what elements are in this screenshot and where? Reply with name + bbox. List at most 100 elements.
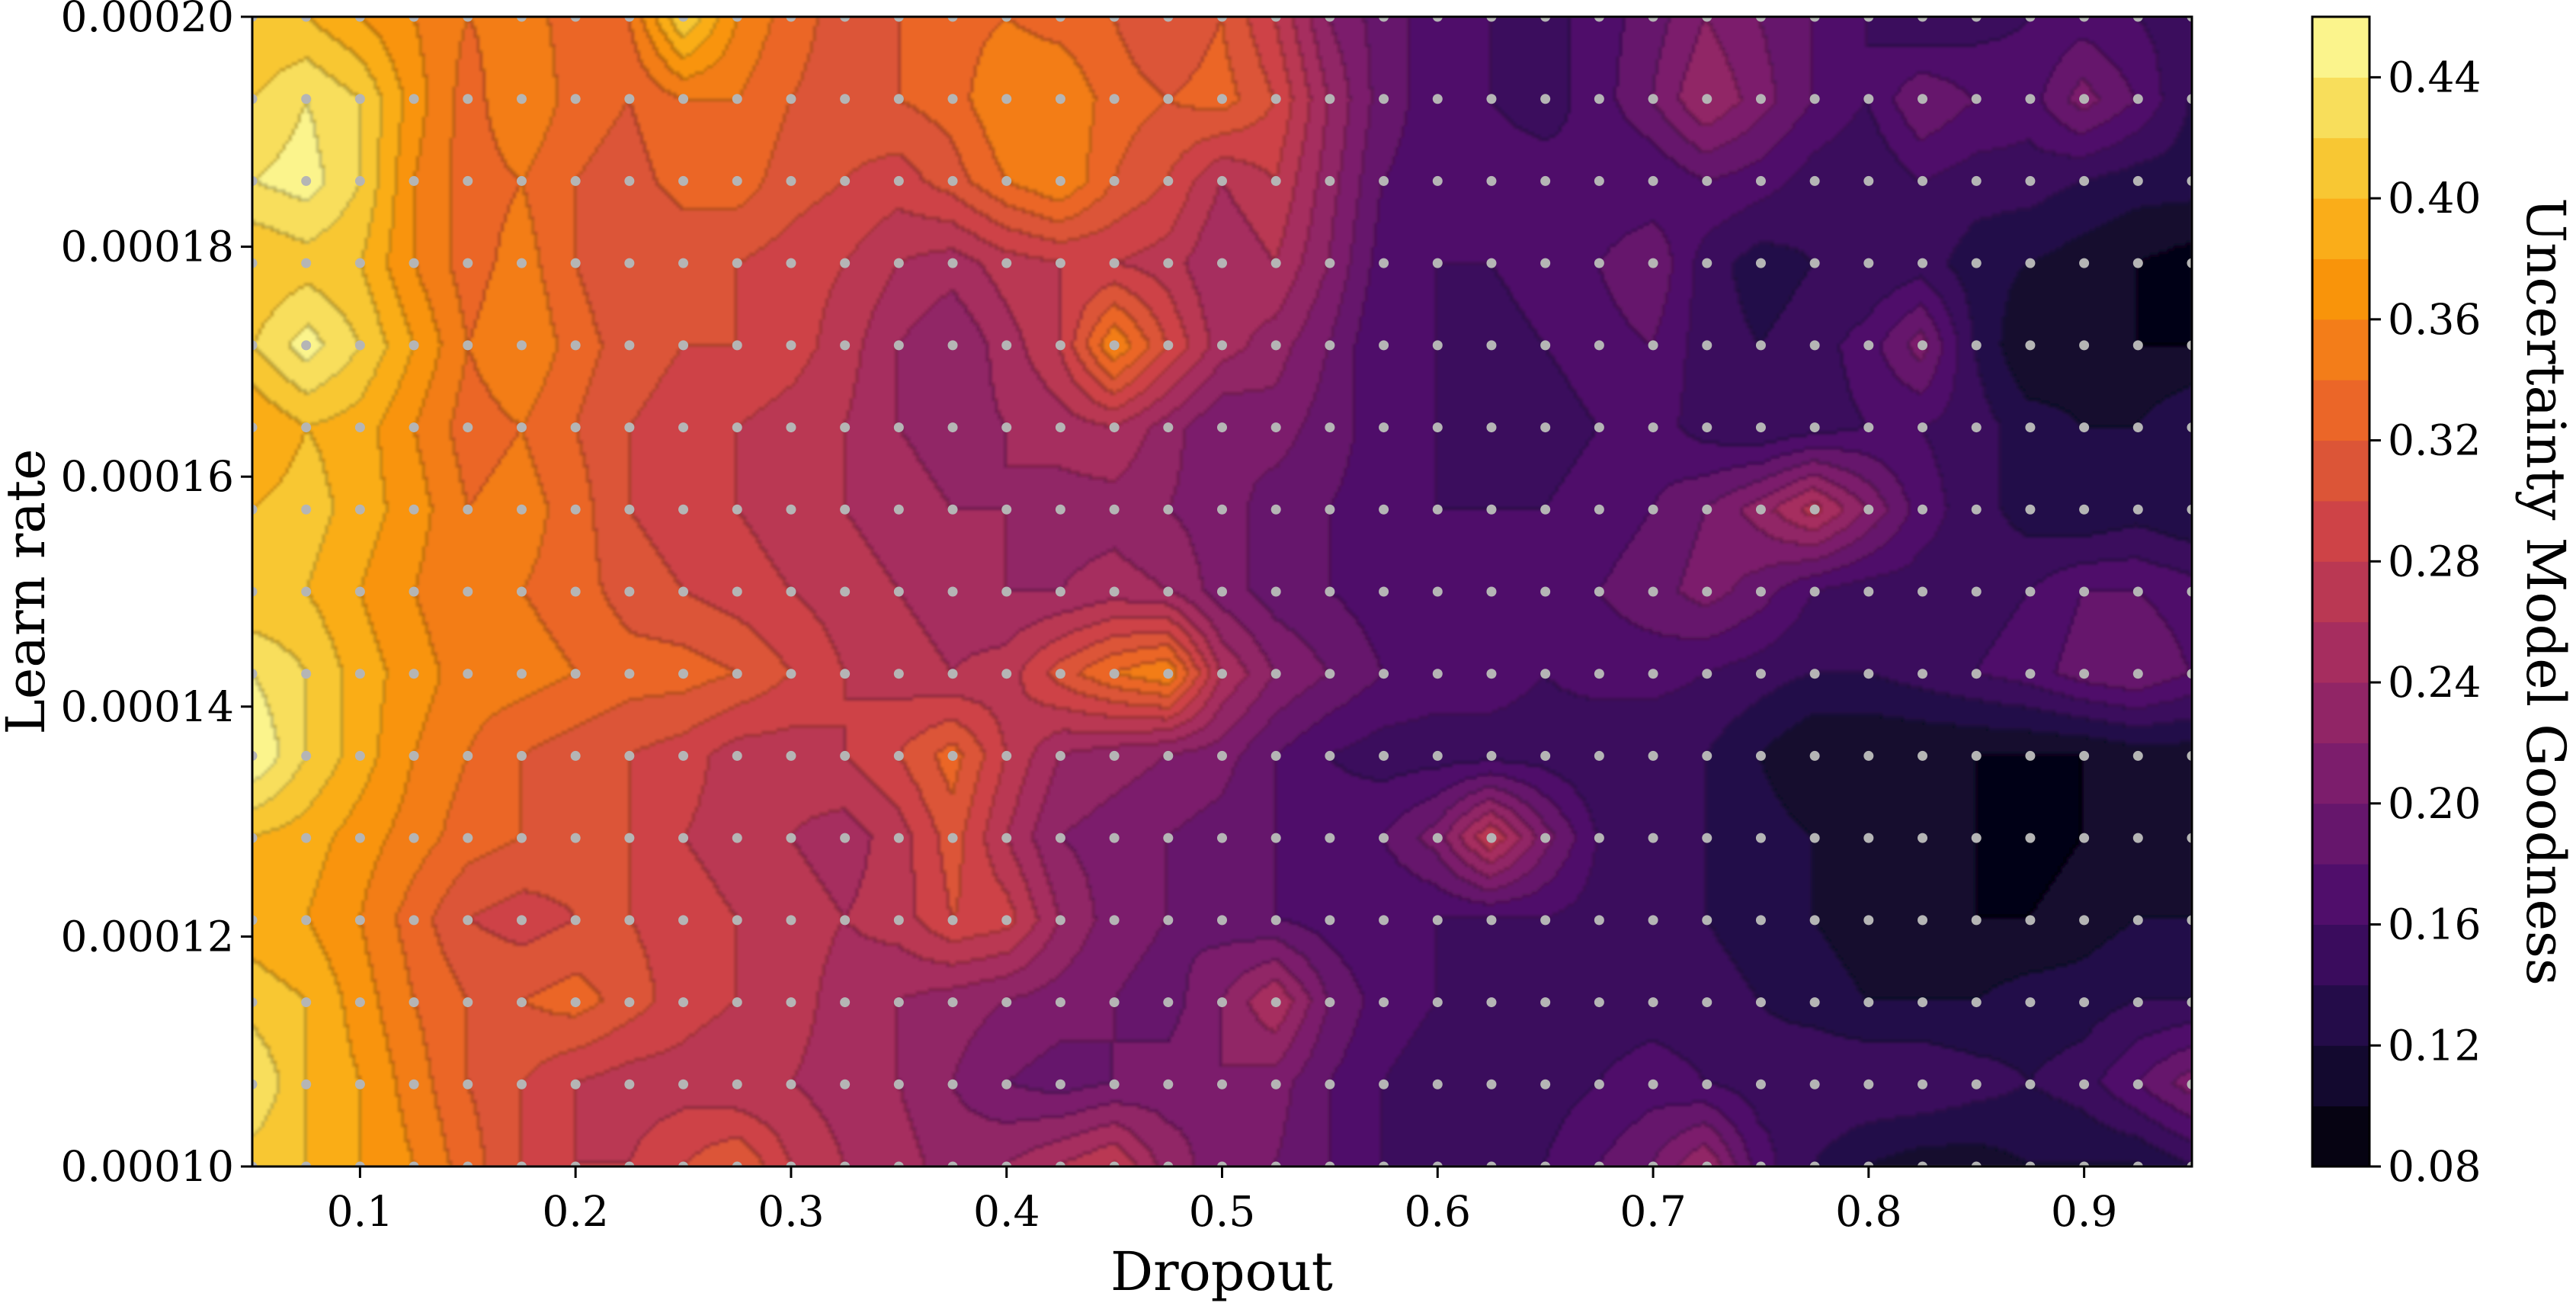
x-tick-label: 0.2 bbox=[542, 1187, 608, 1236]
sample-point bbox=[1594, 669, 1604, 679]
sample-point bbox=[1540, 422, 1551, 433]
sample-point bbox=[947, 586, 958, 597]
sample-point bbox=[1270, 669, 1281, 679]
colorbar-band bbox=[2312, 803, 2369, 865]
sample-point bbox=[1432, 175, 1443, 186]
sample-point bbox=[516, 1079, 527, 1089]
sample-point bbox=[409, 997, 419, 1008]
sample-point bbox=[1163, 94, 1174, 104]
sample-point bbox=[678, 750, 689, 761]
sample-point bbox=[463, 586, 473, 597]
sample-point bbox=[1217, 94, 1227, 104]
sample-point bbox=[624, 750, 635, 761]
sample-point bbox=[1918, 586, 1928, 597]
sample-point bbox=[1971, 258, 1982, 268]
sample-point bbox=[463, 504, 473, 515]
sample-point bbox=[1163, 915, 1174, 926]
sample-point bbox=[1918, 504, 1928, 515]
sample-point bbox=[947, 669, 958, 679]
sample-point bbox=[840, 669, 851, 679]
sample-point bbox=[2187, 750, 2192, 761]
sample-point bbox=[252, 340, 258, 351]
sample-point bbox=[516, 669, 527, 679]
sample-point bbox=[893, 915, 904, 926]
sample-point bbox=[1217, 340, 1227, 351]
sample-point bbox=[2025, 586, 2036, 597]
sample-point bbox=[252, 750, 258, 761]
sample-point bbox=[2025, 1079, 2036, 1089]
sample-point bbox=[1971, 1079, 1982, 1089]
sample-point bbox=[1918, 175, 1928, 186]
sample-point bbox=[1648, 997, 1658, 1008]
sample-point bbox=[947, 1079, 958, 1089]
sample-point bbox=[1379, 1161, 1389, 1166]
sample-point bbox=[947, 340, 958, 351]
sample-point bbox=[1486, 175, 1497, 186]
sample-point bbox=[2187, 586, 2192, 597]
sample-point bbox=[1270, 833, 1281, 843]
sample-point bbox=[1702, 1079, 1713, 1089]
sample-point bbox=[1809, 94, 1820, 104]
sample-point bbox=[1217, 586, 1227, 597]
x-axis: 0.1 0.2 0.3 0.4 0.5 0.6 0.7 0.8 0.9 bbox=[327, 1166, 2117, 1236]
sample-point bbox=[1702, 258, 1713, 268]
sample-point bbox=[409, 1161, 419, 1166]
sample-point bbox=[2025, 504, 2036, 515]
x-tick-label: 0.3 bbox=[758, 1187, 824, 1236]
sample-point bbox=[252, 833, 258, 843]
sample-point bbox=[2187, 422, 2192, 433]
sample-point bbox=[252, 1079, 258, 1089]
sample-point bbox=[1863, 422, 1874, 433]
sample-point bbox=[2079, 340, 2090, 351]
sample-point bbox=[2079, 833, 2090, 843]
sample-point bbox=[1863, 94, 1874, 104]
sample-point bbox=[1755, 504, 1766, 515]
sample-point bbox=[1594, 586, 1604, 597]
sample-point bbox=[1217, 915, 1227, 926]
sample-point bbox=[1863, 175, 1874, 186]
sample-point bbox=[301, 94, 312, 104]
sample-point bbox=[678, 1079, 689, 1089]
sample-point bbox=[2132, 669, 2143, 679]
sample-point bbox=[1163, 422, 1174, 433]
sample-point bbox=[840, 750, 851, 761]
sample-point bbox=[1594, 915, 1604, 926]
sample-point bbox=[947, 997, 958, 1008]
sample-point bbox=[2132, 586, 2143, 597]
sample-point bbox=[893, 997, 904, 1008]
sample-point bbox=[2079, 1161, 2090, 1166]
sample-point bbox=[1594, 504, 1604, 515]
sample-point bbox=[1486, 997, 1497, 1008]
sample-point bbox=[1594, 1079, 1604, 1089]
sample-point bbox=[1325, 915, 1335, 926]
plot-area bbox=[251, 15, 2193, 1168]
colorbar-bands bbox=[2312, 17, 2369, 1167]
sample-point bbox=[1755, 833, 1766, 843]
sample-point bbox=[1217, 1161, 1227, 1166]
colorbar-ticks: 0.08 0.12 0.16 0.20 0.24 0.28 0.32 0.36 0.40 0.44 bbox=[2369, 53, 2481, 1191]
sample-point bbox=[786, 258, 796, 268]
sample-point bbox=[1540, 340, 1551, 351]
sample-point bbox=[1163, 504, 1174, 515]
sample-point bbox=[354, 422, 365, 433]
colorbar-band bbox=[2312, 864, 2369, 926]
sample-point bbox=[2187, 1079, 2192, 1089]
sample-point bbox=[463, 997, 473, 1008]
sample-point bbox=[947, 17, 958, 22]
sample-point bbox=[786, 669, 796, 679]
sample-point bbox=[1755, 1079, 1766, 1089]
sample-point bbox=[252, 258, 258, 268]
sample-point bbox=[1540, 94, 1551, 104]
sample-point bbox=[1055, 586, 1065, 597]
sample-point bbox=[1971, 340, 1982, 351]
sample-point bbox=[1809, 669, 1820, 679]
sample-point bbox=[463, 17, 473, 22]
sample-point bbox=[252, 422, 258, 433]
sample-point bbox=[1809, 1079, 1820, 1089]
sample-point bbox=[1863, 915, 1874, 926]
sample-point bbox=[1863, 669, 1874, 679]
sample-point bbox=[1217, 750, 1227, 761]
sample-point bbox=[1971, 175, 1982, 186]
sample-point bbox=[409, 340, 419, 351]
sample-point bbox=[2132, 1161, 2143, 1166]
